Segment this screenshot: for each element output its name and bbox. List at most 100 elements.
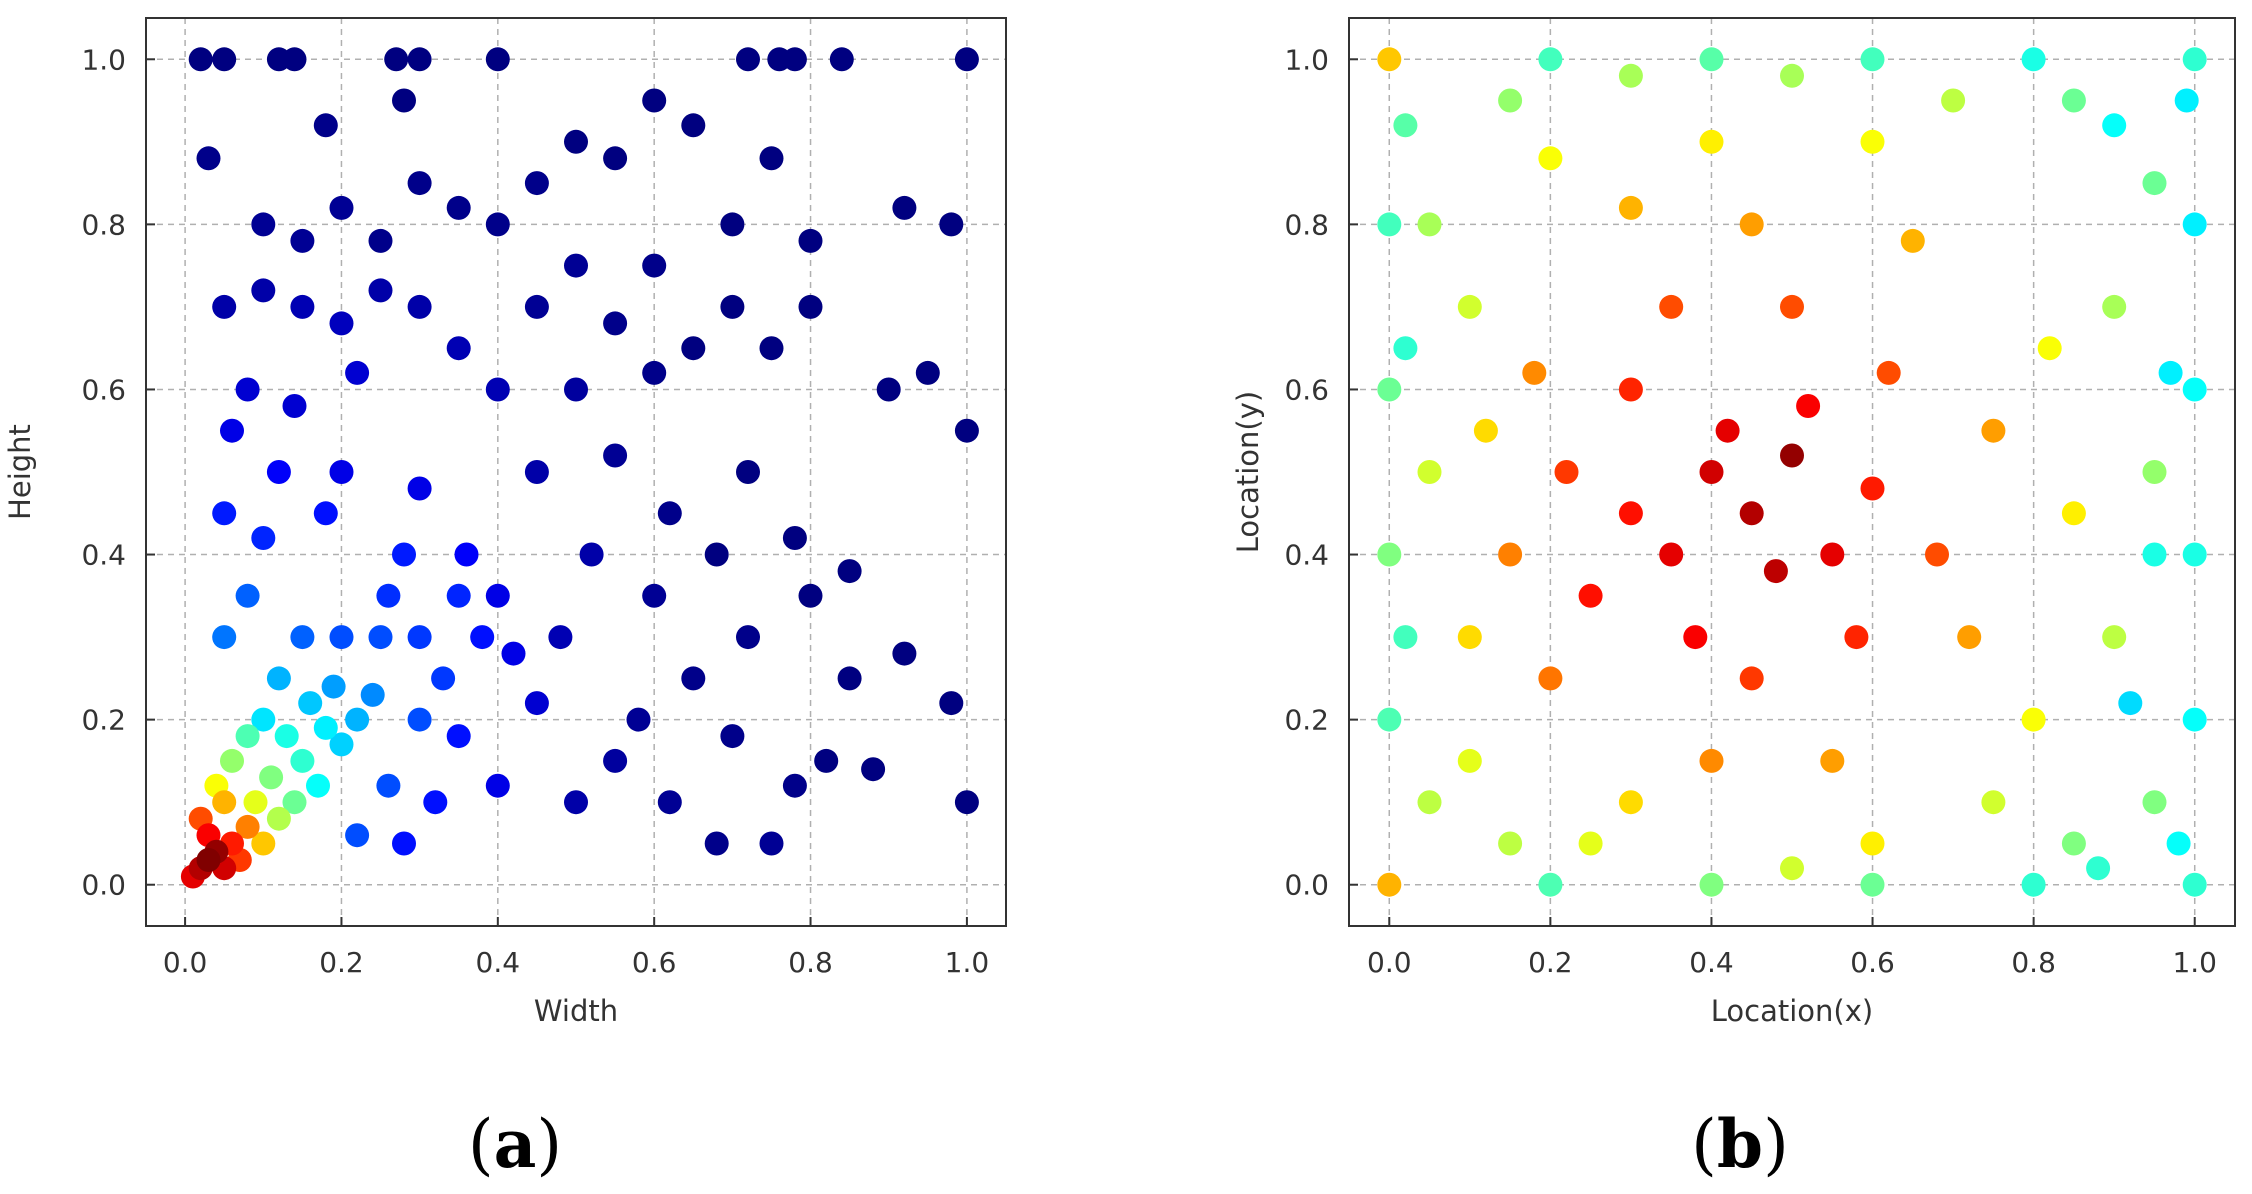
data-point bbox=[626, 707, 651, 732]
data-point bbox=[1498, 831, 1523, 856]
data-point bbox=[1417, 212, 1442, 237]
data-point bbox=[704, 831, 729, 856]
data-point bbox=[266, 666, 291, 691]
data-point bbox=[1981, 790, 2006, 815]
data-point bbox=[603, 443, 628, 468]
data-point bbox=[720, 212, 745, 237]
y-tick-label: 0.2 bbox=[1284, 704, 1329, 737]
data-point bbox=[1554, 460, 1579, 484]
data-point bbox=[837, 559, 862, 584]
data-point bbox=[485, 773, 510, 798]
data-point bbox=[1377, 707, 1402, 732]
data-point bbox=[266, 460, 291, 484]
data-point bbox=[720, 294, 745, 319]
data-point bbox=[196, 146, 221, 171]
data-point bbox=[1739, 212, 1764, 237]
y-tick-label: 0.4 bbox=[1284, 539, 1329, 572]
data-point bbox=[2102, 625, 2127, 650]
data-point bbox=[603, 748, 628, 773]
data-point bbox=[282, 47, 307, 72]
data-point bbox=[368, 625, 393, 650]
data-point bbox=[251, 831, 276, 856]
data-point bbox=[1699, 47, 1724, 72]
data-point bbox=[1377, 47, 1402, 72]
data-point bbox=[876, 377, 901, 402]
data-point bbox=[759, 336, 784, 361]
data-point bbox=[251, 707, 276, 732]
data-point bbox=[1417, 460, 1442, 484]
data-point bbox=[837, 666, 862, 691]
data-point bbox=[1876, 360, 1901, 385]
x-tick-label: 0.0 bbox=[163, 946, 208, 979]
data-point bbox=[1820, 748, 1845, 773]
data-point bbox=[1538, 872, 1563, 897]
data-point bbox=[321, 674, 346, 699]
data-point bbox=[251, 526, 276, 550]
data-point bbox=[1699, 872, 1724, 897]
data-point bbox=[407, 294, 432, 319]
y-axis-label: Location(y) bbox=[1231, 391, 1265, 553]
data-point bbox=[861, 757, 886, 782]
data-point bbox=[1860, 872, 1885, 897]
x-tick-label: 0.6 bbox=[1850, 946, 1895, 979]
data-point bbox=[1739, 666, 1764, 691]
y-tick-label: 0.6 bbox=[1284, 373, 1329, 406]
data-point bbox=[345, 360, 370, 385]
data-point bbox=[829, 47, 854, 72]
data-point bbox=[681, 113, 706, 138]
data-point bbox=[235, 583, 260, 608]
x-tick-label: 1.0 bbox=[2172, 946, 2217, 979]
data-point bbox=[1957, 625, 1982, 650]
data-point bbox=[251, 278, 276, 303]
data-point bbox=[1578, 831, 1603, 856]
data-point bbox=[266, 806, 291, 831]
data-point bbox=[454, 542, 479, 567]
data-point bbox=[392, 831, 416, 856]
data-point bbox=[2061, 88, 2086, 113]
data-point bbox=[368, 228, 393, 253]
data-point bbox=[2086, 856, 2111, 881]
data-point bbox=[1457, 294, 1482, 319]
data-point bbox=[220, 748, 244, 773]
data-point bbox=[603, 311, 628, 336]
data-point bbox=[759, 831, 784, 856]
data-point bbox=[2021, 707, 2046, 732]
data-point bbox=[814, 748, 839, 773]
data-point bbox=[524, 294, 549, 319]
data-point bbox=[548, 625, 573, 650]
data-point bbox=[1780, 856, 1804, 881]
data-point bbox=[1860, 47, 1885, 72]
data-point bbox=[212, 501, 237, 526]
data-point bbox=[446, 195, 471, 220]
data-point bbox=[798, 228, 823, 253]
data-point bbox=[1538, 666, 1563, 691]
data-point bbox=[1377, 212, 1402, 237]
data-point bbox=[1860, 476, 1885, 501]
data-point bbox=[251, 212, 276, 237]
data-point bbox=[1377, 872, 1402, 897]
data-point bbox=[329, 732, 354, 757]
x-tick-label: 0.4 bbox=[476, 946, 521, 979]
data-point bbox=[2021, 872, 2046, 897]
data-point bbox=[1522, 360, 1547, 385]
x-tick-label: 0.2 bbox=[319, 946, 364, 979]
data-point bbox=[407, 47, 432, 72]
data-point bbox=[1820, 542, 1845, 567]
data-point bbox=[274, 724, 299, 749]
data-point bbox=[313, 113, 338, 138]
data-point bbox=[1393, 336, 1418, 361]
data-point bbox=[1377, 377, 1402, 402]
data-point bbox=[2118, 691, 2143, 716]
x-tick-label: 0.0 bbox=[1367, 946, 1412, 979]
data-point bbox=[485, 47, 510, 72]
data-point bbox=[603, 146, 628, 171]
data-point bbox=[1618, 63, 1643, 88]
data-point bbox=[2182, 542, 2207, 567]
data-point bbox=[446, 724, 471, 749]
data-point bbox=[892, 641, 917, 666]
data-point bbox=[681, 336, 706, 361]
y-tick-label: 0.0 bbox=[81, 869, 126, 902]
data-point bbox=[524, 460, 549, 484]
data-point bbox=[376, 583, 401, 608]
